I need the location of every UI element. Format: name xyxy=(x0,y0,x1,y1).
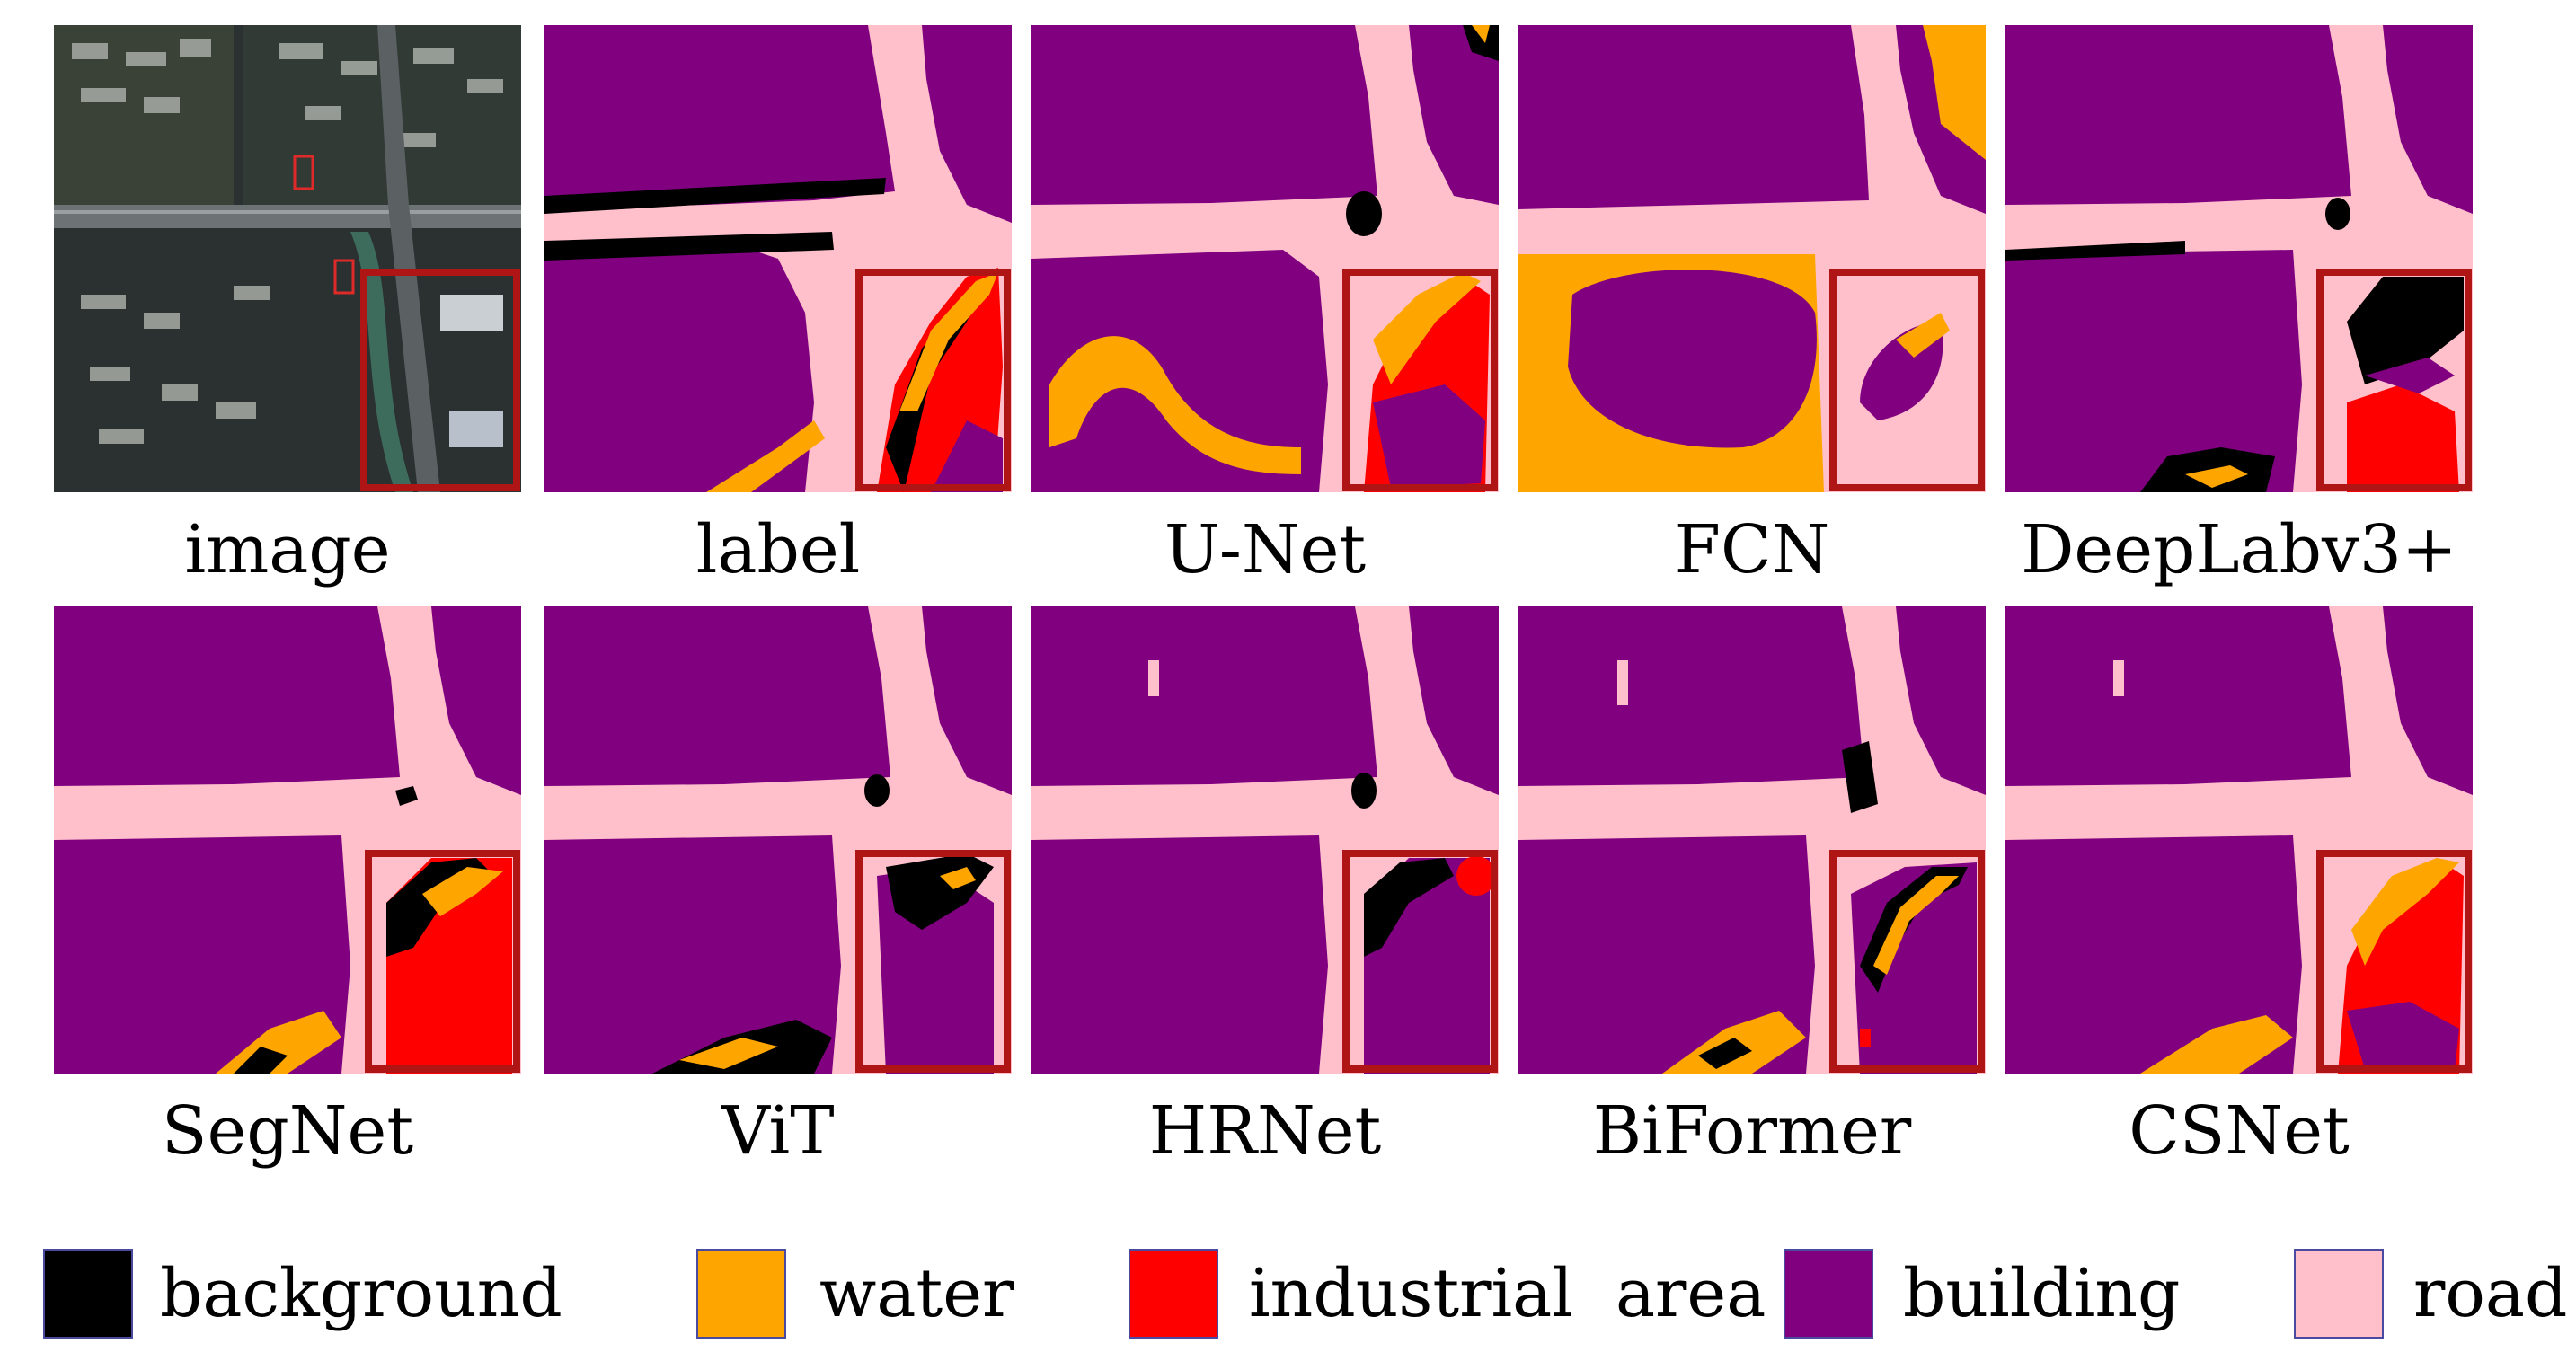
zoom-box xyxy=(1342,850,1498,1073)
zoom-box xyxy=(1342,269,1498,491)
legend-label-road: road xyxy=(2413,1255,2568,1332)
zoom-box xyxy=(360,269,520,491)
legend-swatch-industrial-area xyxy=(1129,1249,1218,1339)
hrnet-mask xyxy=(1031,606,1499,1074)
panel-fcn xyxy=(1518,25,1986,492)
caption-vit: ViT xyxy=(721,1092,835,1170)
legend-label-industrial-area: industrial area xyxy=(1249,1255,1766,1332)
deeplab-mask xyxy=(2005,25,2473,492)
panel-label xyxy=(544,25,1012,492)
vit-mask xyxy=(544,606,1012,1074)
biformer-mask xyxy=(1518,606,1986,1074)
caption-label: label xyxy=(695,511,861,588)
zoom-box xyxy=(1829,269,1985,491)
satellite-image xyxy=(54,25,521,492)
legend-label-building: building xyxy=(1903,1255,2181,1332)
label-mask xyxy=(544,25,1012,492)
caption-fcn: FCN xyxy=(1674,511,1830,588)
legend-swatch-background xyxy=(43,1249,133,1339)
segnet-mask xyxy=(54,606,521,1074)
caption-csnet: CSNet xyxy=(2129,1092,2350,1170)
zoom-box xyxy=(365,850,520,1073)
panel-segnet xyxy=(54,606,521,1074)
panel-vit xyxy=(544,606,1012,1074)
unet-mask xyxy=(1031,25,1499,492)
panel-csnet xyxy=(2005,606,2473,1074)
panel-image xyxy=(54,25,521,492)
caption-biformer: BiFormer xyxy=(1592,1092,1912,1170)
zoom-box xyxy=(855,269,1011,491)
caption-image: image xyxy=(184,511,391,588)
zoom-box xyxy=(855,850,1011,1073)
legend-label-water: water xyxy=(819,1255,1014,1332)
legend-label-background: background xyxy=(160,1255,562,1332)
panel-hrnet xyxy=(1031,606,1499,1074)
panel-biformer xyxy=(1518,606,1986,1074)
panel-unet xyxy=(1031,25,1499,492)
caption-segnet: SegNet xyxy=(161,1092,414,1170)
fcn-mask xyxy=(1518,25,1986,492)
csnet-mask xyxy=(2005,606,2473,1074)
caption-unet: U-Net xyxy=(1164,511,1367,588)
caption-deeplab: DeepLabv3+ xyxy=(2021,511,2457,588)
legend: background water industrial area buildin… xyxy=(0,1231,2576,1357)
zoom-box xyxy=(1829,850,1985,1073)
panel-deeplab xyxy=(2005,25,2473,492)
zoom-box xyxy=(2316,269,2472,491)
legend-swatch-building xyxy=(1784,1249,1873,1339)
legend-swatch-water xyxy=(696,1249,786,1339)
caption-hrnet: HRNet xyxy=(1148,1092,1382,1170)
legend-swatch-road xyxy=(2294,1249,2384,1339)
zoom-box xyxy=(2316,850,2472,1073)
